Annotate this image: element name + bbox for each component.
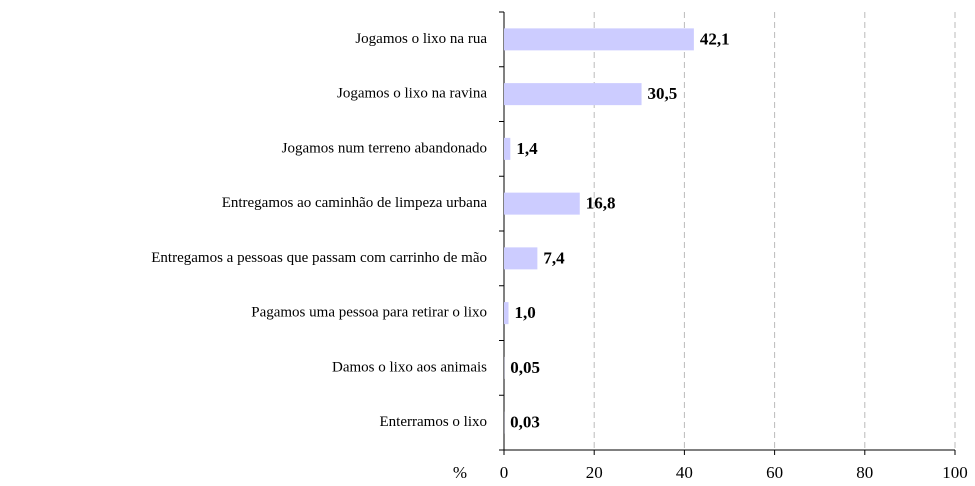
data-label: 0,05 bbox=[510, 358, 540, 377]
x-axis-label: % bbox=[453, 463, 467, 482]
x-tick-label: 0 bbox=[500, 463, 509, 482]
y-tick-label: Pagamos uma pessoa para retirar o lixo bbox=[251, 305, 487, 321]
data-label: 30,5 bbox=[648, 84, 678, 103]
y-tick-label: Entregamos ao caminhão de limpeza urbana bbox=[222, 195, 488, 211]
bar bbox=[504, 192, 580, 215]
bar bbox=[504, 137, 511, 160]
y-tick-label: Damos o lixo aos animais bbox=[332, 359, 487, 375]
y-tick-label: Enterramos o lixo bbox=[380, 414, 487, 430]
x-tick-label: 80 bbox=[856, 463, 873, 482]
data-label: 0,03 bbox=[510, 413, 540, 432]
bar bbox=[504, 247, 538, 270]
y-tick-label: Jogamos o lixo na ravina bbox=[337, 86, 487, 102]
y-tick-label: Entregamos a pessoas que passam com carr… bbox=[151, 250, 487, 266]
bar bbox=[504, 302, 509, 325]
x-tick-label: 40 bbox=[676, 463, 693, 482]
data-label: 1,4 bbox=[516, 139, 538, 158]
bar bbox=[504, 83, 642, 106]
data-label: 16,8 bbox=[586, 194, 616, 213]
x-tick-label: 60 bbox=[766, 463, 783, 482]
data-label: 7,4 bbox=[543, 248, 565, 267]
y-tick-label: Jogamos num terreno abandonado bbox=[282, 140, 487, 156]
data-label: 42,1 bbox=[700, 29, 730, 48]
x-tick-label: 100 bbox=[942, 463, 968, 482]
x-tick-label: 20 bbox=[586, 463, 603, 482]
data-label: 1,0 bbox=[515, 303, 536, 322]
bar bbox=[504, 28, 694, 51]
y-tick-label: Jogamos o lixo na rua bbox=[355, 31, 487, 47]
